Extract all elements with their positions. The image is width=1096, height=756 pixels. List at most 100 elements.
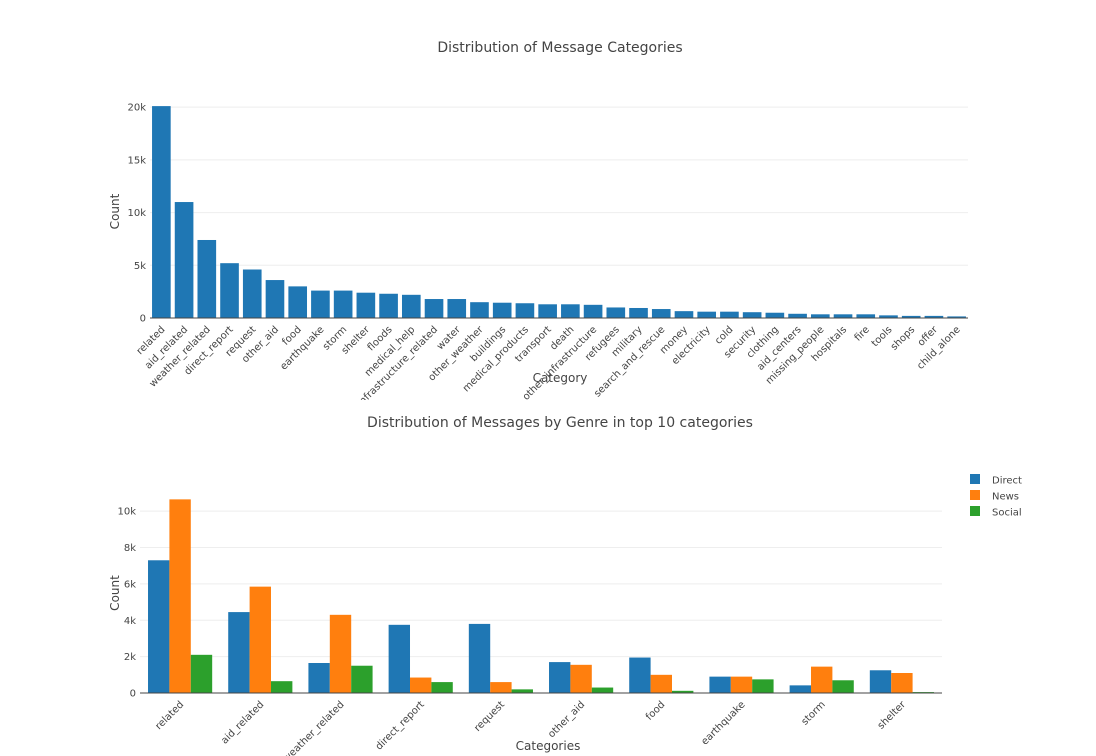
- bar[interactable]: [329, 614, 352, 693]
- bar[interactable]: [288, 286, 308, 318]
- bar[interactable]: [651, 309, 671, 318]
- bar[interactable]: [891, 673, 913, 693]
- bar[interactable]: [869, 670, 892, 693]
- bar[interactable]: [671, 690, 694, 693]
- bar[interactable]: [856, 314, 876, 318]
- bar[interactable]: [174, 202, 194, 318]
- x-tick-label: other_aid: [546, 699, 587, 740]
- bar[interactable]: [265, 280, 285, 318]
- y-tick-label: 10k: [127, 208, 146, 219]
- y-axis-title: Count: [108, 575, 122, 611]
- bar[interactable]: [270, 681, 293, 693]
- legend-label[interactable]: News: [992, 492, 1019, 503]
- bar[interactable]: [431, 682, 453, 693]
- bar[interactable]: [379, 293, 398, 318]
- bar[interactable]: [606, 307, 626, 318]
- bar[interactable]: [583, 304, 603, 318]
- y-tick-label: 0: [130, 689, 136, 700]
- bar[interactable]: [650, 674, 672, 693]
- bar[interactable]: [490, 682, 512, 693]
- bar[interactable]: [720, 311, 739, 318]
- bar[interactable]: [811, 666, 833, 693]
- y-axis-title: Count: [108, 193, 122, 229]
- x-tick-label: direct_report: [374, 699, 427, 752]
- bar[interactable]: [789, 685, 812, 693]
- chart-title: Distribution of Message Categories: [437, 40, 682, 56]
- y-tick-label: 4k: [124, 616, 136, 627]
- bar[interactable]: [492, 302, 512, 318]
- x-tick-label: storm: [800, 699, 828, 727]
- legend: Direct News Social: [970, 474, 1022, 519]
- bar[interactable]: [810, 314, 830, 318]
- bar[interactable]: [470, 302, 489, 318]
- bar[interactable]: [947, 316, 966, 318]
- y-tick-label: 20k: [127, 103, 146, 114]
- y-tick-label: 10k: [117, 507, 136, 518]
- bar[interactable]: [308, 663, 330, 693]
- y-tick-label: 8k: [124, 543, 136, 554]
- category-distribution-chart: Distribution of Message Categories 0 5k 10…: [108, 40, 968, 400]
- bar[interactable]: [674, 311, 694, 318]
- bar[interactable]: [901, 315, 921, 318]
- bar[interactable]: [311, 290, 330, 318]
- x-axis-title: Category: [533, 371, 588, 385]
- bar[interactable]: [242, 269, 262, 318]
- legend-label[interactable]: Social: [992, 508, 1022, 519]
- bar[interactable]: [148, 560, 170, 693]
- bar[interactable]: [765, 312, 785, 318]
- bar[interactable]: [410, 677, 432, 693]
- x-axis-title: Categories: [516, 739, 581, 753]
- bar[interactable]: [697, 311, 717, 318]
- x-tick-label: earthquake: [699, 699, 747, 747]
- bar[interactable]: [515, 303, 535, 318]
- bar[interactable]: [190, 654, 213, 693]
- bar[interactable]: [538, 304, 557, 318]
- bar[interactable]: [629, 657, 651, 693]
- x-tick-label: shelter: [876, 699, 909, 732]
- bar[interactable]: [591, 687, 614, 693]
- bar[interactable]: [752, 679, 774, 693]
- bar[interactable]: [169, 499, 191, 693]
- y-tick-label: 2k: [124, 652, 136, 663]
- y-tick-label: 6k: [124, 579, 136, 590]
- bar[interactable]: [197, 239, 217, 318]
- x-tick-label: related: [153, 699, 186, 732]
- x-tick-label: food: [644, 699, 667, 722]
- bar[interactable]: [351, 665, 373, 693]
- bar[interactable]: [356, 292, 376, 318]
- bar[interactable]: [152, 106, 171, 319]
- bar[interactable]: [447, 299, 467, 318]
- bar[interactable]: [424, 299, 444, 318]
- bar[interactable]: [924, 315, 944, 318]
- bar[interactable]: [333, 290, 353, 318]
- bar[interactable]: [629, 307, 648, 318]
- bar[interactable]: [228, 612, 250, 693]
- y-tick-label: 15k: [127, 155, 146, 166]
- y-tick-label: 0: [140, 314, 146, 325]
- bar[interactable]: [401, 294, 421, 318]
- legend-swatch[interactable]: [970, 506, 980, 516]
- legend-label[interactable]: Direct: [992, 476, 1022, 487]
- x-tick-label: weather_related: [281, 699, 346, 756]
- legend-swatch[interactable]: [970, 490, 980, 500]
- bar[interactable]: [742, 312, 762, 318]
- bar[interactable]: [879, 315, 898, 318]
- bar[interactable]: [832, 680, 854, 693]
- bar[interactable]: [511, 689, 533, 693]
- bar[interactable]: [388, 624, 411, 693]
- chart-title: Distribution of Messages by Genre in top…: [367, 415, 753, 431]
- y-tick-label: 5k: [134, 261, 146, 272]
- x-tick-label: request: [472, 699, 507, 734]
- bar[interactable]: [709, 676, 731, 693]
- x-tick-label: shops: [889, 324, 917, 352]
- bar[interactable]: [833, 314, 853, 318]
- bar[interactable]: [249, 586, 271, 693]
- bar[interactable]: [549, 662, 571, 693]
- bar[interactable]: [468, 623, 491, 693]
- bar[interactable]: [570, 664, 592, 693]
- bar[interactable]: [220, 263, 239, 318]
- bar[interactable]: [561, 304, 580, 318]
- legend-swatch[interactable]: [970, 474, 980, 484]
- bar[interactable]: [788, 313, 807, 318]
- bar[interactable]: [730, 676, 753, 693]
